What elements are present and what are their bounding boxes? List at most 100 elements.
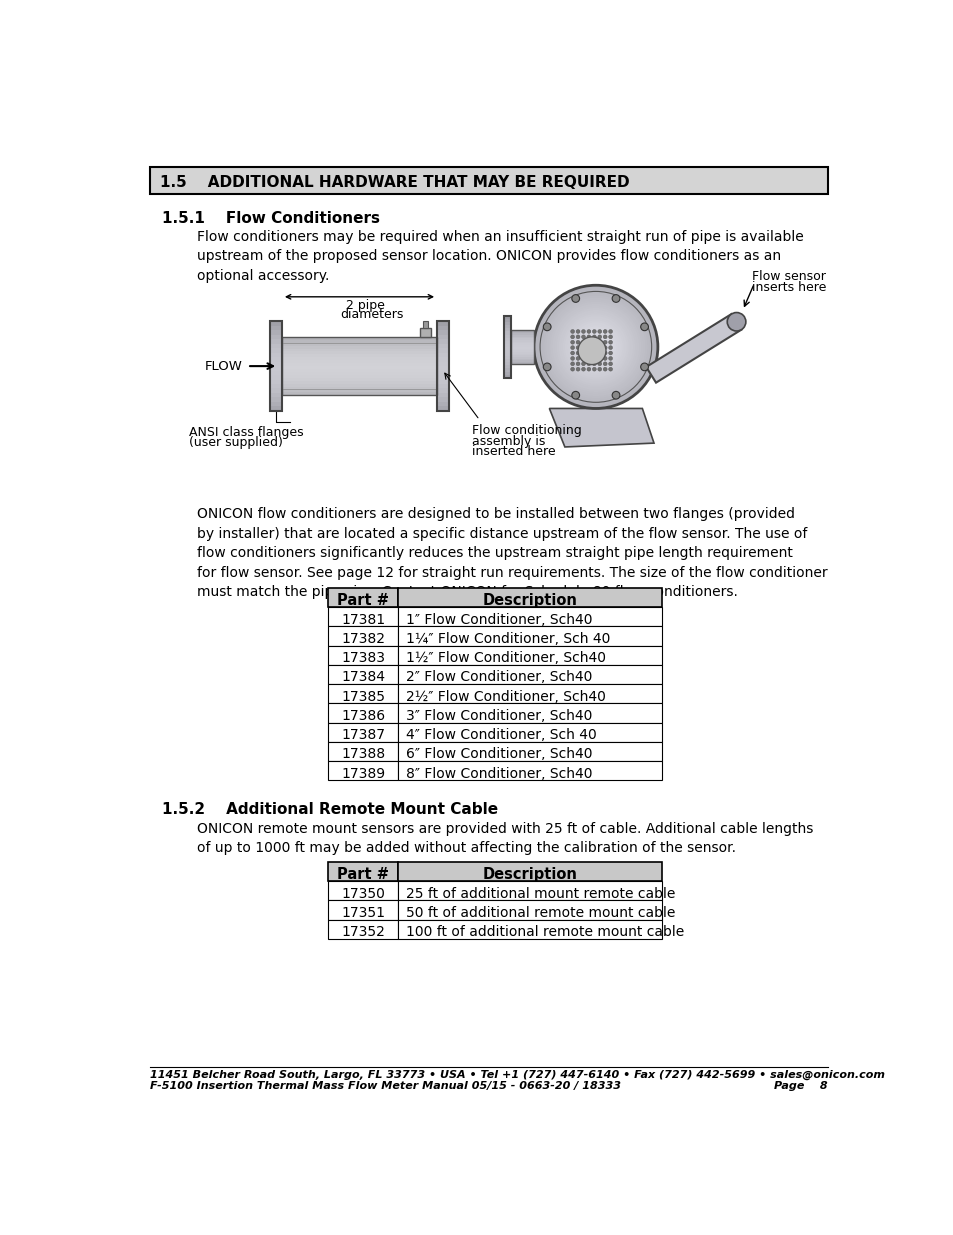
Text: 17352: 17352 bbox=[341, 925, 385, 939]
Circle shape bbox=[581, 330, 585, 333]
Circle shape bbox=[602, 341, 606, 345]
Bar bbox=[504, 353, 510, 357]
Text: 1.5    ADDITIONAL HARDWARE THAT MAY BE REQUIRED: 1.5 ADDITIONAL HARDWARE THAT MAY BE REQU… bbox=[159, 175, 629, 190]
Bar bbox=[504, 319, 510, 322]
Bar bbox=[504, 325, 510, 329]
Circle shape bbox=[536, 288, 655, 406]
Bar bbox=[270, 398, 282, 403]
Bar bbox=[282, 342, 436, 346]
Text: Description: Description bbox=[482, 593, 577, 609]
Bar bbox=[282, 372, 436, 375]
Text: 17383: 17383 bbox=[341, 651, 385, 664]
Bar bbox=[270, 331, 282, 335]
Bar bbox=[436, 375, 449, 380]
Circle shape bbox=[546, 298, 645, 396]
Circle shape bbox=[570, 341, 574, 345]
Bar bbox=[270, 353, 282, 358]
Circle shape bbox=[598, 357, 601, 361]
Circle shape bbox=[586, 341, 590, 345]
Bar bbox=[328, 588, 397, 608]
Text: 2″ Flow Conditioner, Sch40: 2″ Flow Conditioner, Sch40 bbox=[406, 671, 592, 684]
Bar bbox=[510, 347, 534, 350]
Bar bbox=[510, 351, 534, 352]
Bar bbox=[504, 329, 510, 332]
Text: 1.5.2    Additional Remote Mount Cable: 1.5.2 Additional Remote Mount Cable bbox=[162, 802, 497, 816]
Text: 17350: 17350 bbox=[341, 887, 385, 900]
Text: 17385: 17385 bbox=[341, 689, 385, 704]
Circle shape bbox=[581, 362, 585, 366]
Bar bbox=[397, 626, 661, 646]
Text: 17389: 17389 bbox=[341, 767, 385, 781]
Circle shape bbox=[581, 351, 585, 354]
Bar bbox=[397, 900, 661, 920]
Bar bbox=[270, 389, 282, 393]
Bar bbox=[328, 646, 397, 664]
Bar bbox=[504, 322, 510, 326]
Circle shape bbox=[564, 316, 626, 378]
Circle shape bbox=[571, 391, 579, 399]
Bar bbox=[397, 684, 661, 704]
Circle shape bbox=[541, 294, 649, 400]
Bar bbox=[436, 335, 449, 340]
Bar bbox=[270, 375, 282, 380]
Bar bbox=[419, 327, 431, 337]
Circle shape bbox=[581, 346, 585, 350]
Bar bbox=[436, 321, 448, 411]
Bar bbox=[510, 338, 534, 341]
Bar bbox=[270, 384, 282, 389]
Text: Page    8: Page 8 bbox=[773, 1081, 827, 1091]
Bar bbox=[282, 389, 436, 393]
Circle shape bbox=[587, 338, 603, 356]
Bar bbox=[504, 335, 510, 338]
Bar bbox=[282, 340, 436, 343]
Bar bbox=[270, 406, 282, 411]
Bar bbox=[328, 920, 397, 939]
Circle shape bbox=[586, 330, 590, 333]
Text: (user supplied): (user supplied) bbox=[189, 436, 283, 450]
Bar bbox=[504, 341, 510, 345]
Bar bbox=[328, 722, 397, 742]
Bar bbox=[504, 316, 510, 378]
Bar bbox=[282, 393, 436, 395]
Bar bbox=[510, 345, 534, 347]
Text: 17382: 17382 bbox=[341, 632, 385, 646]
Circle shape bbox=[581, 335, 585, 338]
Bar bbox=[397, 862, 661, 882]
Bar bbox=[436, 366, 449, 370]
Bar bbox=[397, 608, 661, 626]
Circle shape bbox=[602, 367, 606, 370]
Text: 100 ft of additional remote mount cable: 100 ft of additional remote mount cable bbox=[406, 925, 683, 939]
Bar bbox=[436, 348, 449, 353]
Circle shape bbox=[581, 367, 585, 370]
Circle shape bbox=[608, 357, 612, 361]
Bar bbox=[436, 406, 449, 411]
Bar bbox=[282, 380, 436, 384]
Bar bbox=[282, 354, 436, 358]
Circle shape bbox=[543, 324, 551, 331]
Circle shape bbox=[598, 351, 601, 354]
Circle shape bbox=[592, 362, 596, 366]
Bar bbox=[397, 722, 661, 742]
Bar bbox=[436, 321, 449, 326]
Circle shape bbox=[570, 335, 574, 338]
Circle shape bbox=[543, 363, 551, 370]
Circle shape bbox=[576, 341, 579, 345]
Bar bbox=[270, 348, 282, 353]
Text: 4″ Flow Conditioner, Sch 40: 4″ Flow Conditioner, Sch 40 bbox=[406, 727, 597, 742]
Bar bbox=[504, 362, 510, 366]
Bar bbox=[504, 343, 510, 347]
Bar bbox=[436, 340, 449, 345]
Bar bbox=[282, 375, 436, 378]
Bar bbox=[270, 357, 282, 362]
Circle shape bbox=[608, 367, 612, 370]
Bar bbox=[282, 361, 436, 363]
Bar bbox=[397, 588, 661, 608]
Bar bbox=[270, 393, 282, 398]
Circle shape bbox=[592, 330, 596, 333]
Bar bbox=[436, 379, 449, 384]
Bar bbox=[510, 342, 534, 343]
Circle shape bbox=[562, 314, 628, 379]
Bar bbox=[270, 321, 282, 411]
Bar bbox=[436, 398, 449, 403]
Bar bbox=[270, 379, 282, 384]
